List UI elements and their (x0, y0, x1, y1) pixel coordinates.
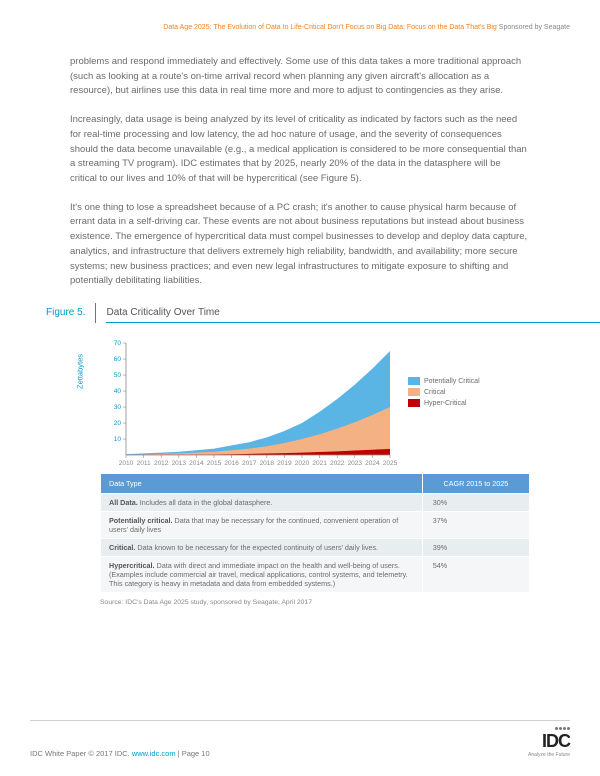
legend-item: Potentially Critical (408, 377, 480, 385)
header-sponsor: Sponsored by Seagate (497, 24, 570, 31)
svg-text:30: 30 (114, 404, 122, 411)
table-header-cagr: CAGR 2015 to 2025 (422, 474, 529, 494)
idc-tagline: Analyze the Future (528, 752, 570, 758)
table-cell-datatype: All Data. Includes all data in the globa… (101, 494, 423, 512)
data-table-container: Data Type CAGR 2015 to 2025 All Data. In… (0, 471, 600, 593)
table-cell-datatype: Potentially critical. Data that may be n… (101, 512, 423, 539)
legend-swatch (408, 388, 420, 396)
table-row: All Data. Includes all data in the globa… (101, 494, 530, 512)
legend-label: Hyper-Critical (424, 400, 466, 407)
svg-text:10: 10 (114, 436, 122, 443)
svg-text:40: 40 (114, 388, 122, 395)
body-text: problems and respond immediately and eff… (0, 35, 600, 289)
area-chart: 1020304050607020102011201220132014201520… (100, 337, 400, 467)
svg-text:2021: 2021 (312, 460, 327, 467)
chart-box: Zettabytes 10203040506070201020112012201… (100, 337, 400, 467)
figure-divider (95, 303, 96, 323)
chart-legend: Potentially Critical Critical Hyper-Critic… (408, 377, 480, 410)
y-axis-label: Zettabytes (76, 354, 85, 389)
svg-text:2010: 2010 (119, 460, 134, 467)
svg-text:70: 70 (114, 340, 122, 347)
footer-copyright: IDC White Paper © 2017 IDC. (30, 749, 132, 758)
footer-left: IDC White Paper © 2017 IDC. www.idc.com … (30, 749, 210, 758)
legend-item: Hyper-Critical (408, 399, 480, 407)
svg-text:2016: 2016 (224, 460, 239, 467)
footer-page: | Page 10 (176, 749, 210, 758)
paragraph-2: Increasingly, data usage is being analyz… (70, 113, 530, 187)
svg-text:60: 60 (114, 356, 122, 363)
svg-text:2024: 2024 (365, 460, 380, 467)
svg-text:2011: 2011 (137, 460, 151, 467)
legend-swatch (408, 399, 420, 407)
table-row: Potentially critical. Data that may be n… (101, 512, 530, 539)
table-cell-cagr: 39% (422, 539, 529, 557)
svg-text:2017: 2017 (242, 460, 257, 467)
svg-text:20: 20 (114, 420, 122, 427)
table-row: Hypercritical. Data with direct and imme… (101, 557, 530, 593)
svg-text:2018: 2018 (260, 460, 275, 467)
table-cell-cagr: 37% (422, 512, 529, 539)
legend-label: Critical (424, 389, 445, 396)
table-row: Critical. Data known to be necessary for… (101, 539, 530, 557)
table-cell-datatype: Hypercritical. Data with direct and imme… (101, 557, 423, 593)
chart-container: Zettabytes 10203040506070201020112012201… (0, 329, 600, 471)
legend-swatch (408, 377, 420, 385)
svg-text:2012: 2012 (154, 460, 169, 467)
idc-dots-icon (528, 727, 570, 730)
svg-text:2014: 2014 (189, 460, 204, 467)
table-cell-cagr: 30% (422, 494, 529, 512)
data-type-table: Data Type CAGR 2015 to 2025 All Data. In… (100, 473, 530, 593)
footer-link[interactable]: www.idc.com (132, 749, 176, 758)
header-title: Data Age 2025: The Evolution of Data to … (163, 24, 497, 31)
table-cell-datatype: Critical. Data known to be necessary for… (101, 539, 423, 557)
legend-item: Critical (408, 388, 480, 396)
svg-text:2025: 2025 (383, 460, 398, 467)
figure-header: Figure 5. Data Criticality Over Time (0, 303, 600, 323)
svg-text:2019: 2019 (277, 460, 292, 467)
svg-text:2020: 2020 (295, 460, 310, 467)
svg-text:2013: 2013 (172, 460, 187, 467)
svg-text:2015: 2015 (207, 460, 222, 467)
figure-label: Figure 5. (46, 303, 95, 323)
idc-logo-text: IDC (528, 731, 570, 752)
paragraph-1: problems and respond immediately and eff… (70, 55, 530, 99)
page-header: Data Age 2025: The Evolution of Data to … (0, 0, 600, 35)
paragraph-3: It's one thing to lose a spreadsheet bec… (70, 201, 530, 289)
svg-text:50: 50 (114, 372, 122, 379)
idc-logo: IDC Analyze the Future (528, 727, 570, 758)
figure-title: Data Criticality Over Time (106, 303, 600, 323)
page-footer: IDC White Paper © 2017 IDC. www.idc.com … (30, 720, 570, 758)
table-cell-cagr: 54% (422, 557, 529, 593)
figure-source: Source: IDC's Data Age 2025 study, spons… (0, 593, 600, 606)
svg-text:2023: 2023 (348, 460, 363, 467)
svg-text:2022: 2022 (330, 460, 345, 467)
legend-label: Potentially Critical (424, 378, 480, 385)
table-header-datatype: Data Type (101, 474, 423, 494)
